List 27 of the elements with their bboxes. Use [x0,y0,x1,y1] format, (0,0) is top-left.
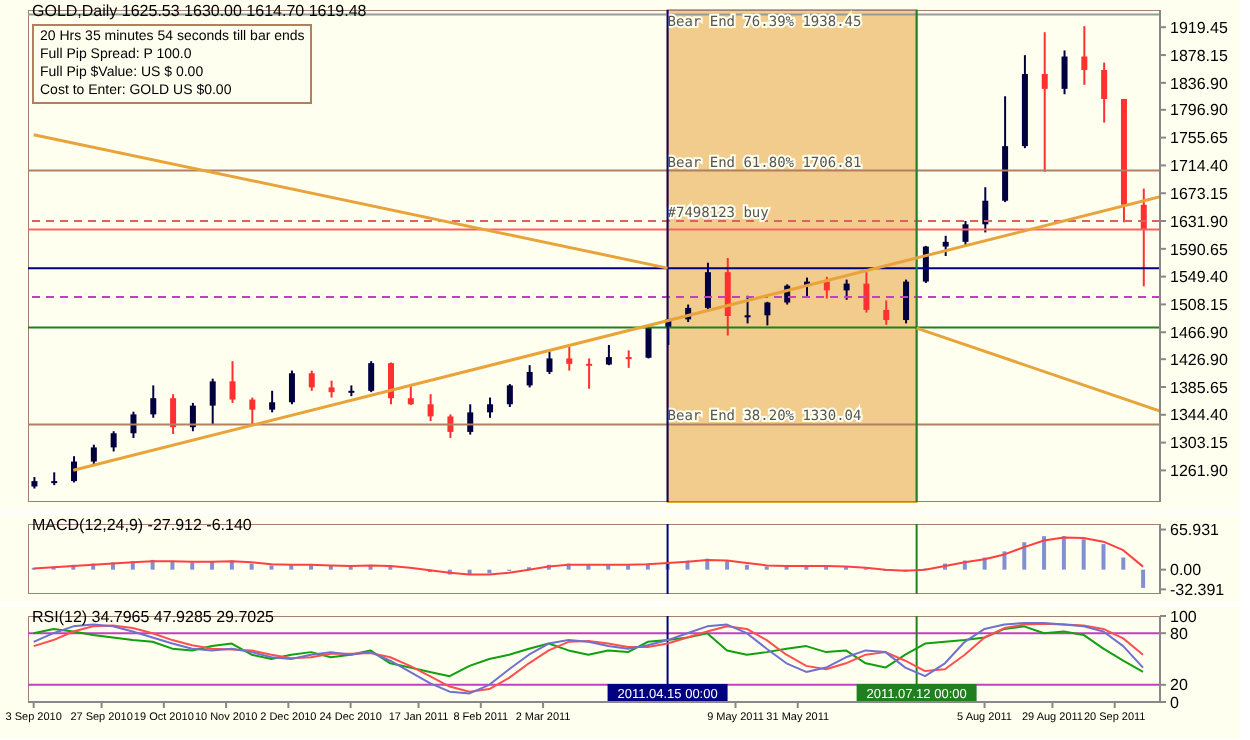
y-tick-label: 1549.40 [1170,268,1229,287]
y-tick-label: 1878.15 [1170,46,1229,65]
y-tick-label: 1714.40 [1170,157,1229,176]
y-tick-label: 1508.15 [1170,296,1229,315]
y-tick-label: -32.391 [1170,581,1226,600]
y-tick-label: 0.00 [1170,561,1203,580]
y-tick-label: 1590.65 [1170,240,1229,259]
y-tick-label: 20 [1170,676,1189,695]
y-tick-label: 1303.15 [1170,434,1229,453]
y-tick-label: 1919.45 [1170,18,1229,37]
y-tick-label: 65.931 [1170,521,1221,540]
y-tick-label: 1466.90 [1170,323,1229,342]
chart-title: MACD(12,24,9) -27.912 -6.140 [32,516,252,534]
chart-title: RSI(12) 34.7965 47.9285 29.7025 [32,608,274,626]
y-tick-label: 1385.65 [1170,378,1229,397]
y-tick-label: 1631.90 [1170,212,1229,231]
y-tick-label: 100 [1170,607,1198,626]
y-tick-label: 1755.65 [1170,129,1229,148]
y-tick-label: 1261.90 [1170,462,1229,481]
y-tick-label: 1344.40 [1170,406,1229,425]
y-tick-label: 1673.15 [1170,184,1229,203]
y-tick-label: 1836.90 [1170,74,1229,93]
y-tick-label: 0 [1170,693,1180,712]
chart-title: GOLD,Daily 1625.53 1630.00 1614.70 1619.48 [32,2,367,20]
y-tick-label: 1796.90 [1170,101,1229,120]
y-tick-label: 80 [1170,624,1189,643]
y-tick-label: 1426.90 [1170,350,1229,369]
